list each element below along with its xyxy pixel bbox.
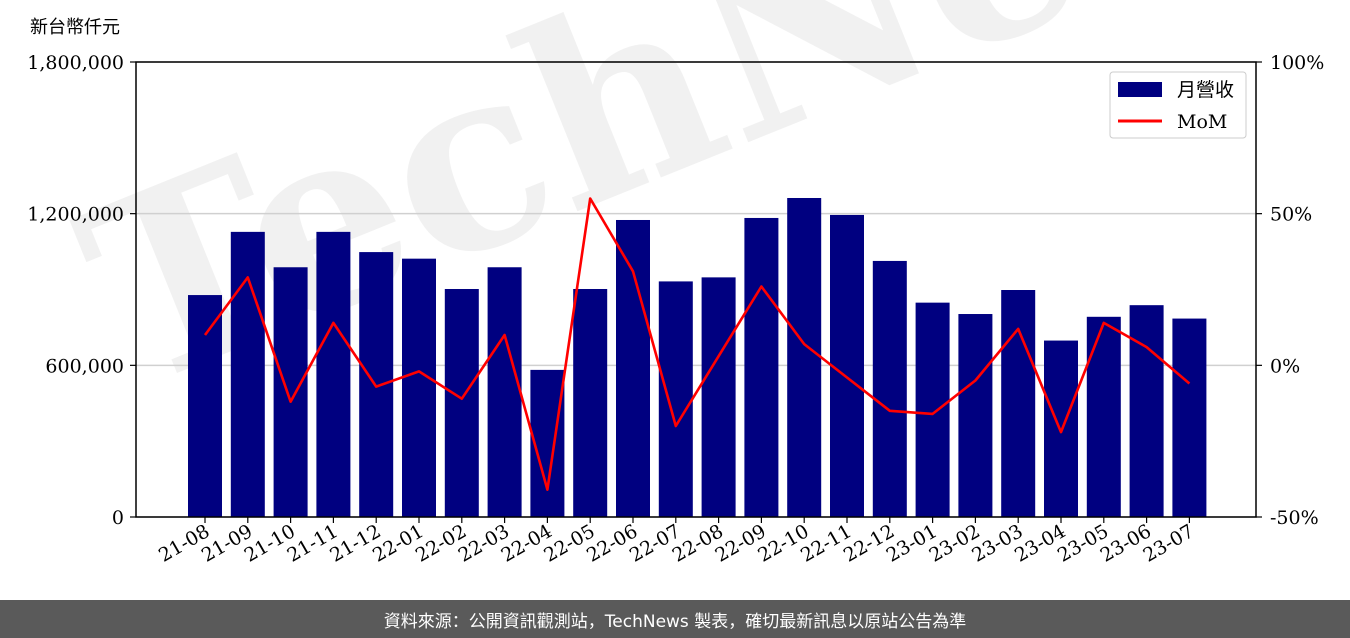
bar-series	[188, 197, 1207, 518]
bar-21-11	[316, 231, 351, 517]
bar-22-07	[658, 281, 693, 517]
chart-area: TechNews 0 600,000 1,200,000 1,800,000 -50%…	[27, 0, 1350, 567]
bar-23-01	[915, 302, 950, 517]
right-tick-label: 0%	[1270, 355, 1300, 377]
line-series	[203, 197, 1191, 492]
footer-text: 資料來源：公開資訊觀測站，TechNews 製表，確切最新訊息以原站公告為準	[383, 611, 967, 632]
right-tick-label: 50%	[1270, 204, 1312, 226]
x-axis-ticks: 21-0821-0921-1021-1121-1222-0122-0222-03…	[155, 517, 1198, 567]
bar-22-05	[573, 288, 608, 517]
bar-21-10	[273, 267, 308, 517]
right-axis-ticks: -50% 0% 50% 100%	[1256, 52, 1324, 529]
bar-22-03	[487, 267, 522, 517]
legend-bar-label: 月營收	[1177, 79, 1234, 101]
bar-23-05	[1086, 316, 1121, 517]
bar-23-02	[958, 314, 993, 517]
bar-22-08	[701, 277, 736, 517]
bar-23-06	[1129, 305, 1164, 517]
right-tick-label: 100%	[1270, 52, 1324, 74]
plot-border	[135, 61, 1257, 518]
left-tick-label: 1,800,000	[27, 52, 124, 74]
plot-frame	[135, 61, 1257, 518]
bar-22-10	[787, 197, 822, 517]
left-tick-label: 0	[112, 507, 124, 529]
left-tick-label: 600,000	[45, 355, 124, 377]
bar-23-07	[1172, 318, 1207, 517]
left-axis-ticks: 0 600,000 1,200,000 1,800,000	[27, 52, 136, 529]
y-unit-label: 新台幣仟元	[30, 17, 120, 38]
legend: 月營收 MoM	[1109, 71, 1247, 139]
bar-22-01	[402, 258, 436, 517]
bar-23-03	[1001, 290, 1036, 517]
bar-21-09	[230, 231, 265, 517]
bar-22-11	[830, 214, 864, 518]
bar-22-06	[616, 219, 650, 517]
x-tick-label: 23-07	[1139, 520, 1197, 566]
bar-22-02	[444, 288, 479, 517]
legend-line-label: MoM	[1177, 111, 1227, 133]
source-footer: 資料來源：公開資訊觀測站，TechNews 製表，確切最新訊息以原站公告為準	[0, 600, 1350, 638]
bar-22-12	[872, 260, 907, 517]
right-tick-label: -50%	[1270, 507, 1319, 529]
bar-22-04	[530, 369, 565, 517]
bar-21-08	[188, 295, 222, 517]
mom-line	[203, 197, 1191, 492]
left-tick-label: 1,200,000	[27, 204, 124, 226]
bar-22-09	[744, 217, 779, 518]
legend-bar-swatch	[1118, 82, 1162, 97]
